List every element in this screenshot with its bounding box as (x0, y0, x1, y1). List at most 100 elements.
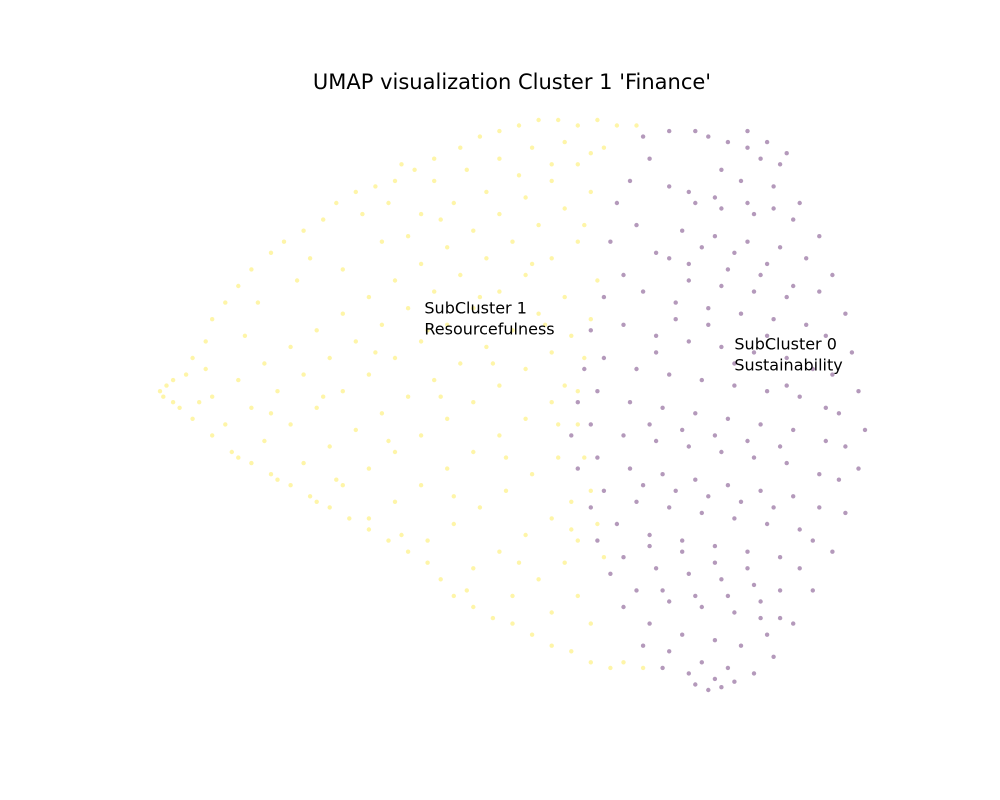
scatter-point-series-0-2 (725, 139, 731, 145)
scatter-point-series-1-47 (490, 615, 496, 621)
scatter-point-series-0-32 (653, 333, 659, 338)
scatter-point-series-1-121 (523, 366, 528, 372)
scatter-point-series-1-133 (425, 538, 430, 543)
scatter-point-series-0-75 (634, 499, 639, 504)
scatter-point-series-1-61 (340, 311, 345, 316)
scatter-point-series-1-141 (523, 532, 528, 538)
scatter-point-series-1-43 (425, 560, 430, 565)
scatter-point-series-0-124 (601, 294, 607, 300)
scatter-point-series-1-57 (236, 377, 241, 383)
scatter-point-series-0-45 (797, 394, 802, 399)
scatter-point-series-1-98 (523, 272, 528, 278)
subcluster-0-label: SubCluster 0 Sustainability (734, 335, 842, 375)
scatter-point-series-1-203 (595, 521, 600, 527)
scatter-point-series-0-63 (784, 460, 789, 466)
scatter-point-series-1-143 (569, 499, 574, 504)
scatter-point-series-1-85 (562, 206, 567, 211)
scatter-point-series-0-106 (725, 665, 731, 671)
scatter-point-series-0-186 (712, 195, 718, 200)
scatter-point-series-1-156 (562, 139, 567, 145)
scatter-point-series-0-108 (712, 676, 718, 682)
scatter-point-series-0-74 (601, 488, 607, 493)
scatter-point-series-1-198 (582, 355, 587, 361)
scatter-point-series-1-120 (497, 383, 502, 388)
scatter-point-series-0-125 (588, 328, 593, 333)
scatter-point-series-0-69 (693, 477, 698, 482)
scatter-point-series-1-162 (484, 189, 489, 195)
scatter-point-series-1-183 (582, 222, 587, 228)
scatter-point-series-0-180 (784, 294, 789, 300)
scatter-point-series-0-76 (667, 505, 672, 510)
scatter-point-series-0-109 (693, 682, 698, 687)
scatter-point-series-1-178 (321, 394, 326, 399)
scatter-point-series-0-93 (751, 582, 757, 588)
scatter-point-series-1-41 (386, 538, 391, 543)
scatter-point-series-1-97 (497, 289, 502, 294)
scatter-point-series-0-43 (732, 383, 737, 388)
scatter-point-series-0-68 (660, 472, 665, 477)
subcluster-1-label: SubCluster 1 Resourcefulness (424, 299, 554, 339)
scatter-point-series-0-7 (738, 178, 744, 184)
scatter-point-series-1-6 (203, 339, 208, 344)
scatter-point-series-0-153 (653, 350, 659, 355)
scatter-point-series-0-33 (686, 339, 691, 344)
scatter-point-series-0-47 (836, 411, 842, 416)
scatter-point-series-1-1 (164, 383, 169, 388)
scatter-point-series-0-117 (667, 184, 672, 189)
scatter-point-series-1-165 (170, 377, 176, 383)
scatter-point-series-1-45 (451, 593, 456, 599)
scatter-point-series-1-34 (249, 460, 254, 466)
scatter-point-series-0-41 (667, 372, 672, 377)
scatter-point-series-1-67 (497, 211, 502, 217)
scatter-point-series-1-110 (510, 328, 515, 333)
scatter-point-series-1-17 (373, 184, 378, 189)
scatter-point-series-0-27 (738, 311, 744, 316)
scatter-point-series-0-164 (640, 483, 646, 488)
scatter-point-series-0-95 (634, 588, 639, 593)
scatter-point-series-1-5 (190, 355, 195, 361)
scatter-point-series-1-4 (183, 372, 189, 377)
scatter-point-series-1-68 (523, 195, 528, 200)
scatter-point-series-0-31 (621, 322, 626, 327)
scatter-point-series-0-8 (771, 184, 776, 189)
scatter-point-series-0-175 (725, 593, 731, 599)
scatter-point-series-0-80 (797, 527, 802, 532)
scatter-point-series-0-49 (627, 400, 633, 405)
scatter-point-series-1-172 (307, 256, 313, 261)
scatter-point-series-0-151 (771, 654, 776, 659)
scatter-point-series-0-62 (751, 455, 757, 460)
scatter-point-series-1-102 (301, 460, 306, 466)
scatter-point-series-0-1 (706, 134, 711, 139)
scatter-point-series-1-52 (588, 660, 593, 665)
scatter-point-series-1-155 (529, 145, 535, 150)
scatter-point-series-0-119 (627, 178, 633, 184)
scatter-point-series-1-125 (392, 499, 398, 504)
scatter-point-series-0-10 (719, 206, 724, 211)
scatter-point-series-0-25 (673, 300, 678, 305)
scatter-point-series-0-50 (660, 405, 665, 410)
scatter-point-series-1-18 (392, 178, 398, 184)
scatter-point-series-1-60 (314, 328, 319, 333)
scatter-point-series-0-142 (843, 311, 848, 316)
scatter-point-series-1-122 (549, 350, 554, 355)
scatter-point-series-1-103 (327, 444, 332, 449)
scatter-point-series-0-56 (843, 444, 848, 449)
scatter-point-series-0-42 (699, 377, 704, 383)
scatter-point-series-1-197 (588, 317, 593, 322)
scatter-point-series-0-162 (745, 438, 750, 444)
scatter-point-series-1-114 (340, 483, 345, 488)
scatter-point-series-0-22 (791, 283, 796, 289)
scatter-point-series-1-186 (438, 394, 443, 399)
scatter-point-series-0-26 (706, 306, 711, 311)
scatter-point-series-1-86 (588, 189, 593, 195)
scatter-point-series-1-201 (582, 455, 587, 460)
scatter-point-series-0-13 (680, 228, 685, 233)
scatter-point-series-1-75 (301, 372, 306, 377)
scatter-point-series-0-72 (791, 494, 796, 499)
scatter-point-series-0-101 (680, 632, 685, 637)
scatter-point-series-0-78 (732, 516, 737, 521)
scatter-point-series-0-156 (732, 361, 737, 366)
scatter-point-series-1-33 (229, 449, 234, 455)
scatter-point-series-0-29 (804, 322, 809, 327)
scatter-point-series-0-3 (745, 145, 750, 150)
